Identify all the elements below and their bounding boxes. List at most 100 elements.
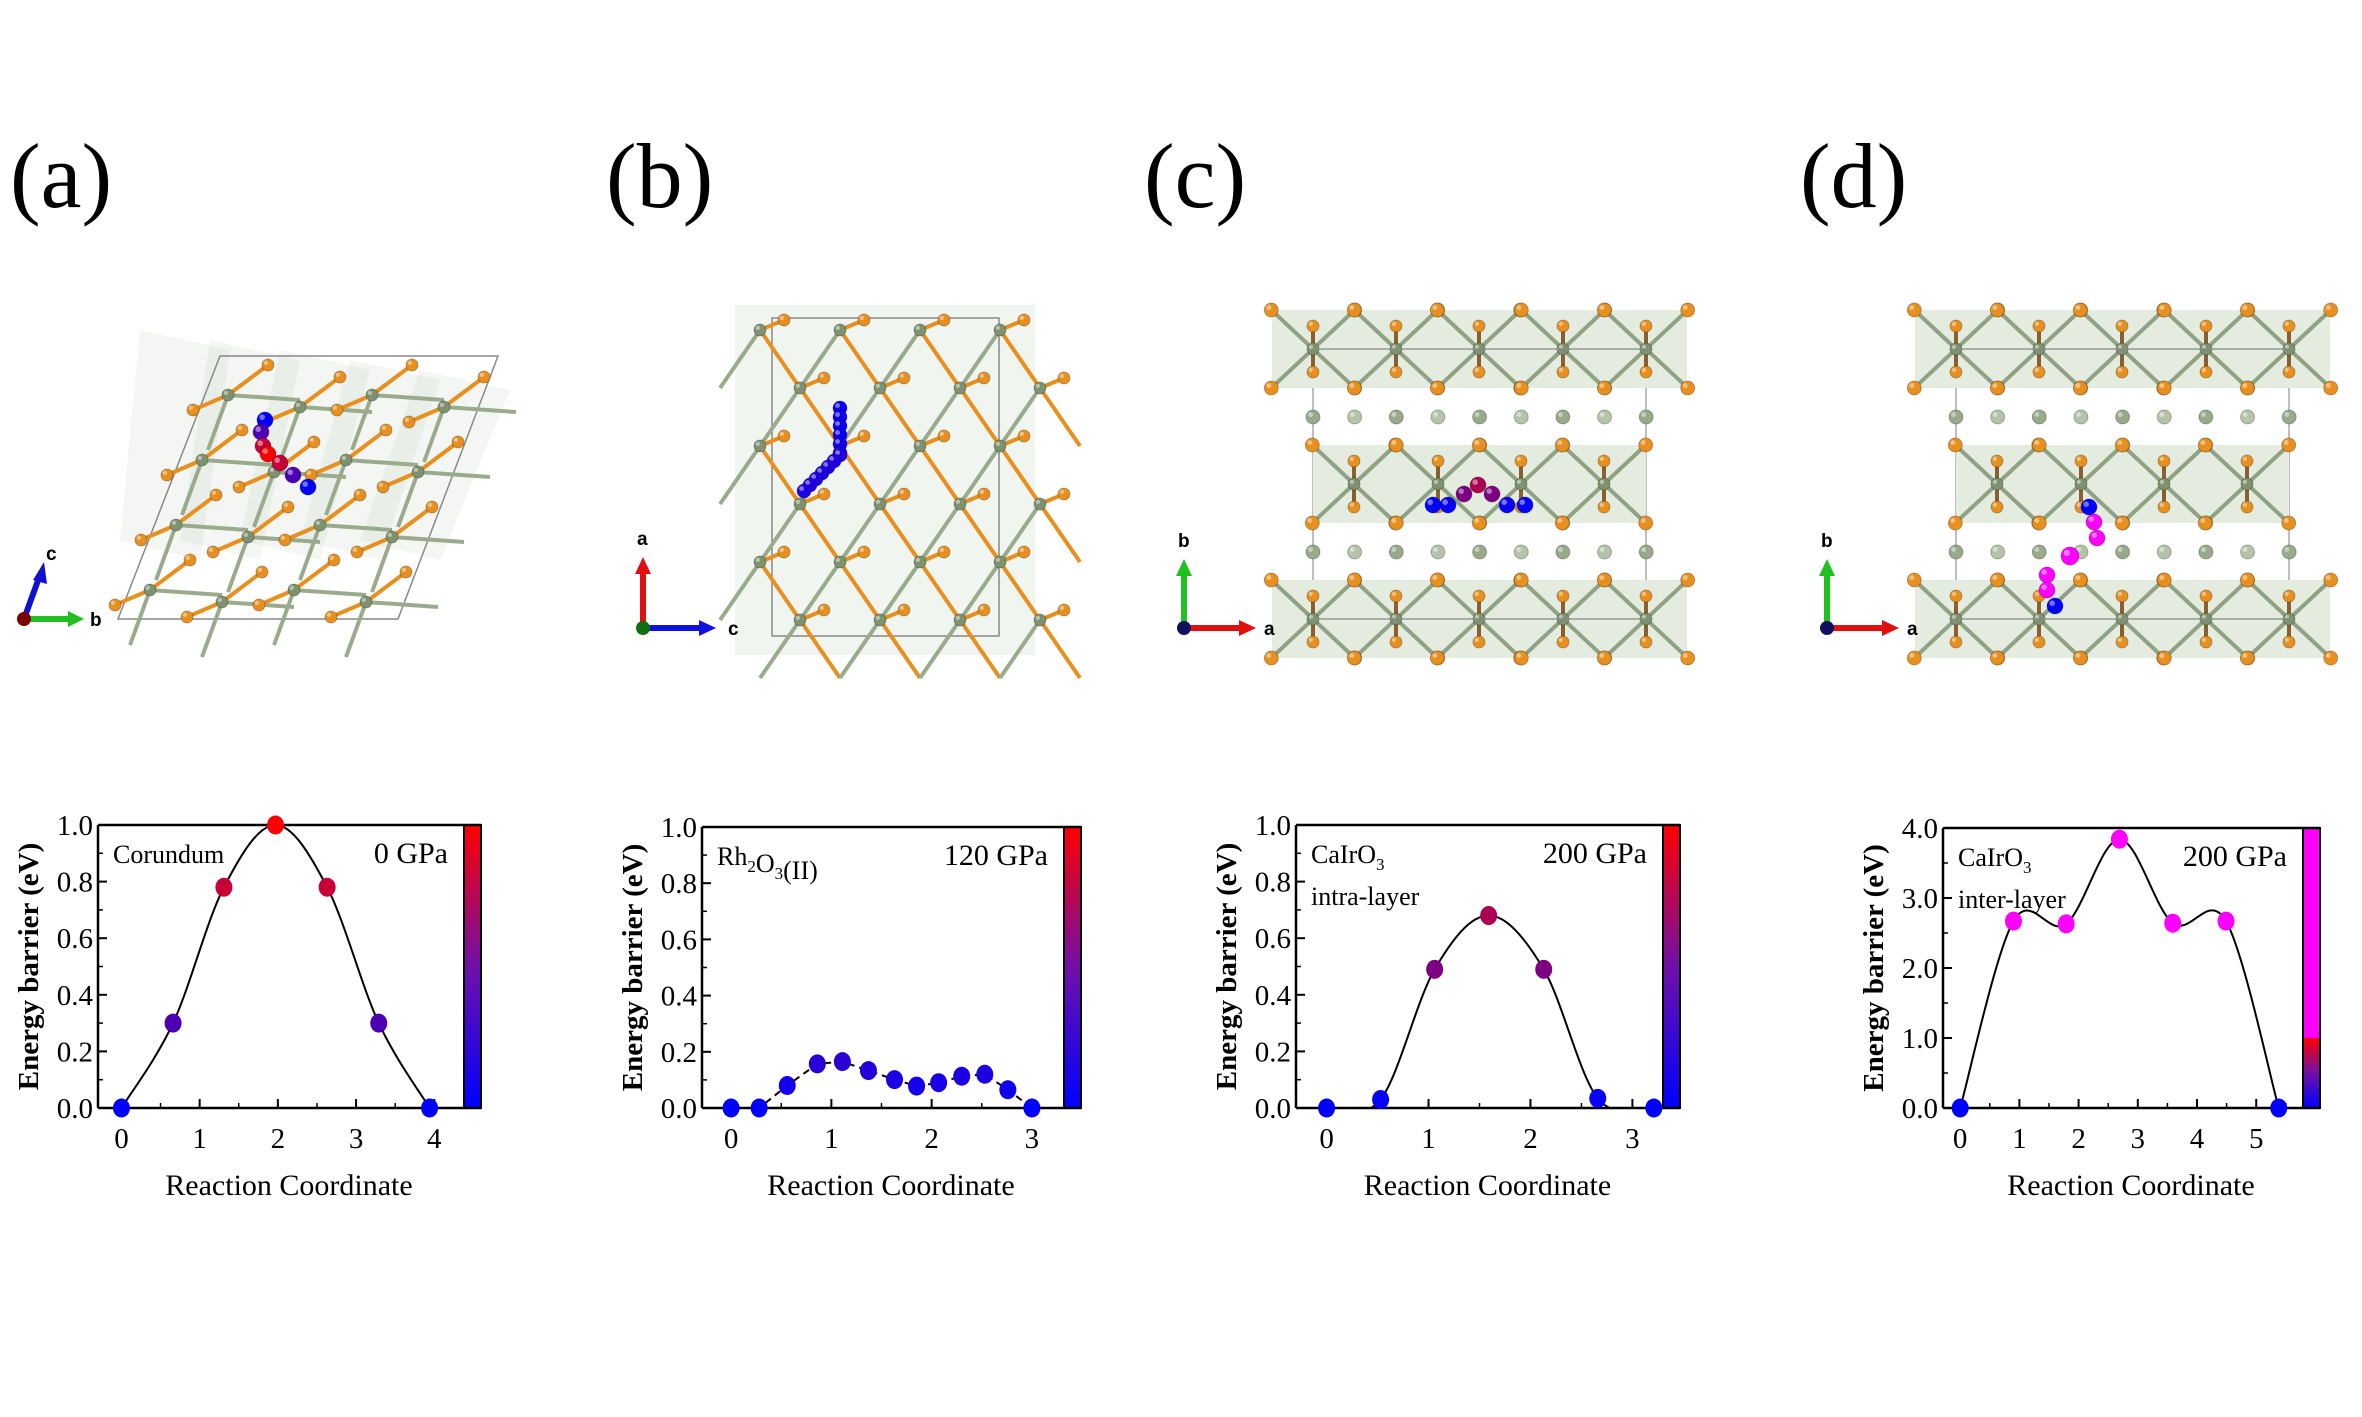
oxygen-atom [2197,437,2213,453]
oxygen-atom-highlight [1308,321,1313,326]
migration-path-ion-highlight [823,462,828,467]
oxygen-atom [333,370,347,384]
oxygen-atom [1306,589,1320,603]
oxygen-atom-highlight [2242,305,2248,310]
material-label-segment: inter-layer [1958,885,2066,914]
calcium-atom-highlight [1474,547,1480,552]
oxygen-atom-highlight [2117,637,2122,643]
calcium-atom [1513,544,1529,560]
data-point [164,1013,182,1033]
oxygen-atom [1429,302,1445,318]
oxygen-atom [134,533,148,547]
metal-atom-highlight [755,441,761,446]
calcium-atom [2115,544,2131,560]
data-point [808,1054,826,1074]
oxygen-atom [2072,302,2088,318]
oxygen-atom [1513,650,1529,666]
oxygen-atom [1429,380,1445,396]
oxygen-atom-highlight [1641,321,1646,326]
calcium-atom [2073,409,2089,425]
metal-atom [359,595,373,609]
bond [1352,347,1398,390]
y-axis-label: Energy barrier (eV) [617,844,649,1092]
data-point [1318,1098,1336,1118]
iridium-atom-highlight [1391,344,1396,349]
oxygen-atom-highlight [185,555,190,561]
data-point [1426,959,1444,979]
iridium-atom-highlight [1349,479,1354,484]
migration-path-ion-highlight [2091,532,2097,538]
oxygen-atom [1556,319,1570,333]
data-point [112,1098,130,1118]
bond [382,470,419,489]
crystal-structure-corundum [108,330,517,658]
oxygen-atom [1389,635,1403,649]
axis-label-a: a [637,529,648,550]
calcium-atom [1305,409,1321,425]
oxygen-atom [2031,437,2047,453]
bond [2078,308,2124,351]
bond [2120,482,2166,525]
axis-label-a: a [1264,619,1275,640]
oxygen-atom-highlight [182,612,187,618]
bond [128,589,152,646]
oxygen-atom-highlight [1059,605,1064,611]
oxygen-atom-highlight [1474,637,1479,643]
oxygen-atom [1389,589,1403,603]
y-tick-label: 0.8 [57,867,93,899]
oxygen-atom [1346,572,1362,588]
iridium-atom-highlight [1641,614,1646,620]
axis-label-b: b [90,610,102,631]
oxygen-atom [1513,380,1529,396]
oxygen-atom-highlight [779,547,785,553]
bond [918,618,962,680]
bond [2120,578,2166,621]
bond [1912,347,1958,390]
migration-path-ion [2060,546,2080,566]
bond [1269,308,1315,351]
bond [2204,617,2250,660]
oxygen-atom [2240,500,2254,514]
oxygen-atom-highlight [211,490,216,495]
oxygen-atom-highlight [2076,456,2081,461]
bond [878,444,922,506]
oxygen-atom [2323,302,2339,318]
metal-atom [793,497,807,511]
metal-atom-highlight [439,402,444,407]
bond [2120,347,2166,390]
x-tick-label: 0 [1953,1123,1968,1155]
bond [443,405,517,414]
oxygen-atom-highlight [329,555,334,561]
oxygen-atom-highlight [1599,653,1605,658]
colorbar [2303,1038,2320,1108]
oxygen-atom-highlight [1992,653,1998,658]
material-label: inter-layer [1958,885,2066,914]
oxygen-atom [1388,515,1404,531]
calcium-atom-highlight [2117,547,2123,552]
migration-path-ion-highlight [287,469,294,476]
oxygen-atom [1513,572,1529,588]
bond [1352,617,1398,660]
bond [1995,617,2041,660]
oxygen-atom [2032,635,2046,649]
bond [2203,443,2249,486]
oxygen-atom [897,487,911,501]
oxygen-atom-highlight [1266,575,1272,580]
data-point [976,1064,994,1084]
axis-label-b: b [1178,531,1190,552]
calcium-atom-highlight [1433,412,1438,417]
oxygen-atom-highlight [2117,321,2122,326]
y-axis-label: Energy barrier (eV) [1858,844,1890,1092]
migration-path-ion-highlight [259,414,266,421]
material-label-segment: 3 [1376,855,1385,874]
calcium-atom-highlight [1599,547,1605,552]
bond [1435,308,1481,351]
bond [878,386,922,448]
bond [370,363,414,397]
oxygen-atom-highlight [819,373,825,378]
oxygen-atom-highlight [939,315,945,320]
oxygen-atom-highlight [2201,637,2206,643]
bond [998,560,1042,622]
oxygen-atom-highlight [1308,591,1313,597]
bond [958,386,1002,448]
